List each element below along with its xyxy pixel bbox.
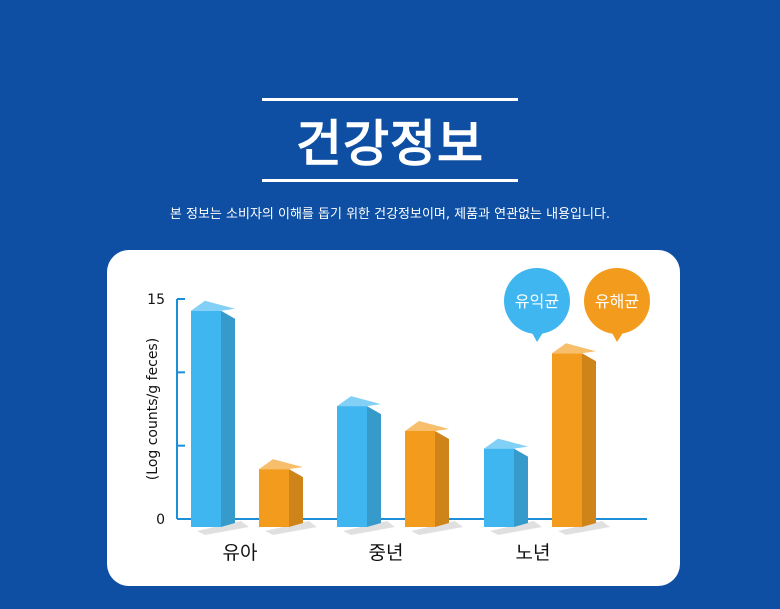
legend-label-1: 유익균: [515, 292, 559, 311]
bar-beneficial-2: [337, 396, 395, 535]
y-tick-label: 0: [156, 512, 165, 528]
y-tick-label: 15: [147, 292, 165, 308]
legend-label-2: 유해균: [595, 292, 639, 311]
bar-beneficial-3: [484, 438, 542, 535]
legend-bubble-2: [584, 268, 650, 334]
x-tick-label: 중년: [369, 542, 404, 564]
x-tick-label: 노년: [516, 542, 551, 564]
bar-harmful-2: [405, 421, 463, 535]
x-tick-label: 유아: [223, 542, 258, 564]
title-frame: 건강정보: [262, 98, 518, 182]
disclaimer-text: 본 정보는 소비자의 이해를 돕기 위한 건강정보이며, 제품과 연관없는 내용…: [169, 207, 611, 222]
y-axis-label: (Log counts/g feces): [145, 338, 161, 480]
legend-bubble-1: [504, 268, 570, 334]
bar-beneficial-1: [191, 300, 249, 535]
bar-harmful-3: [552, 343, 610, 535]
bar-chart: (Log counts/g feces) 0 15 유아 중년 노년 유익균 유해균: [145, 268, 650, 564]
page-title: 건강정보: [296, 115, 484, 173]
bar-harmful-1: [259, 459, 317, 535]
chart-card: (Log counts/g feces) 0 15 유아 중년 노년 유익균 유해균: [107, 250, 680, 586]
